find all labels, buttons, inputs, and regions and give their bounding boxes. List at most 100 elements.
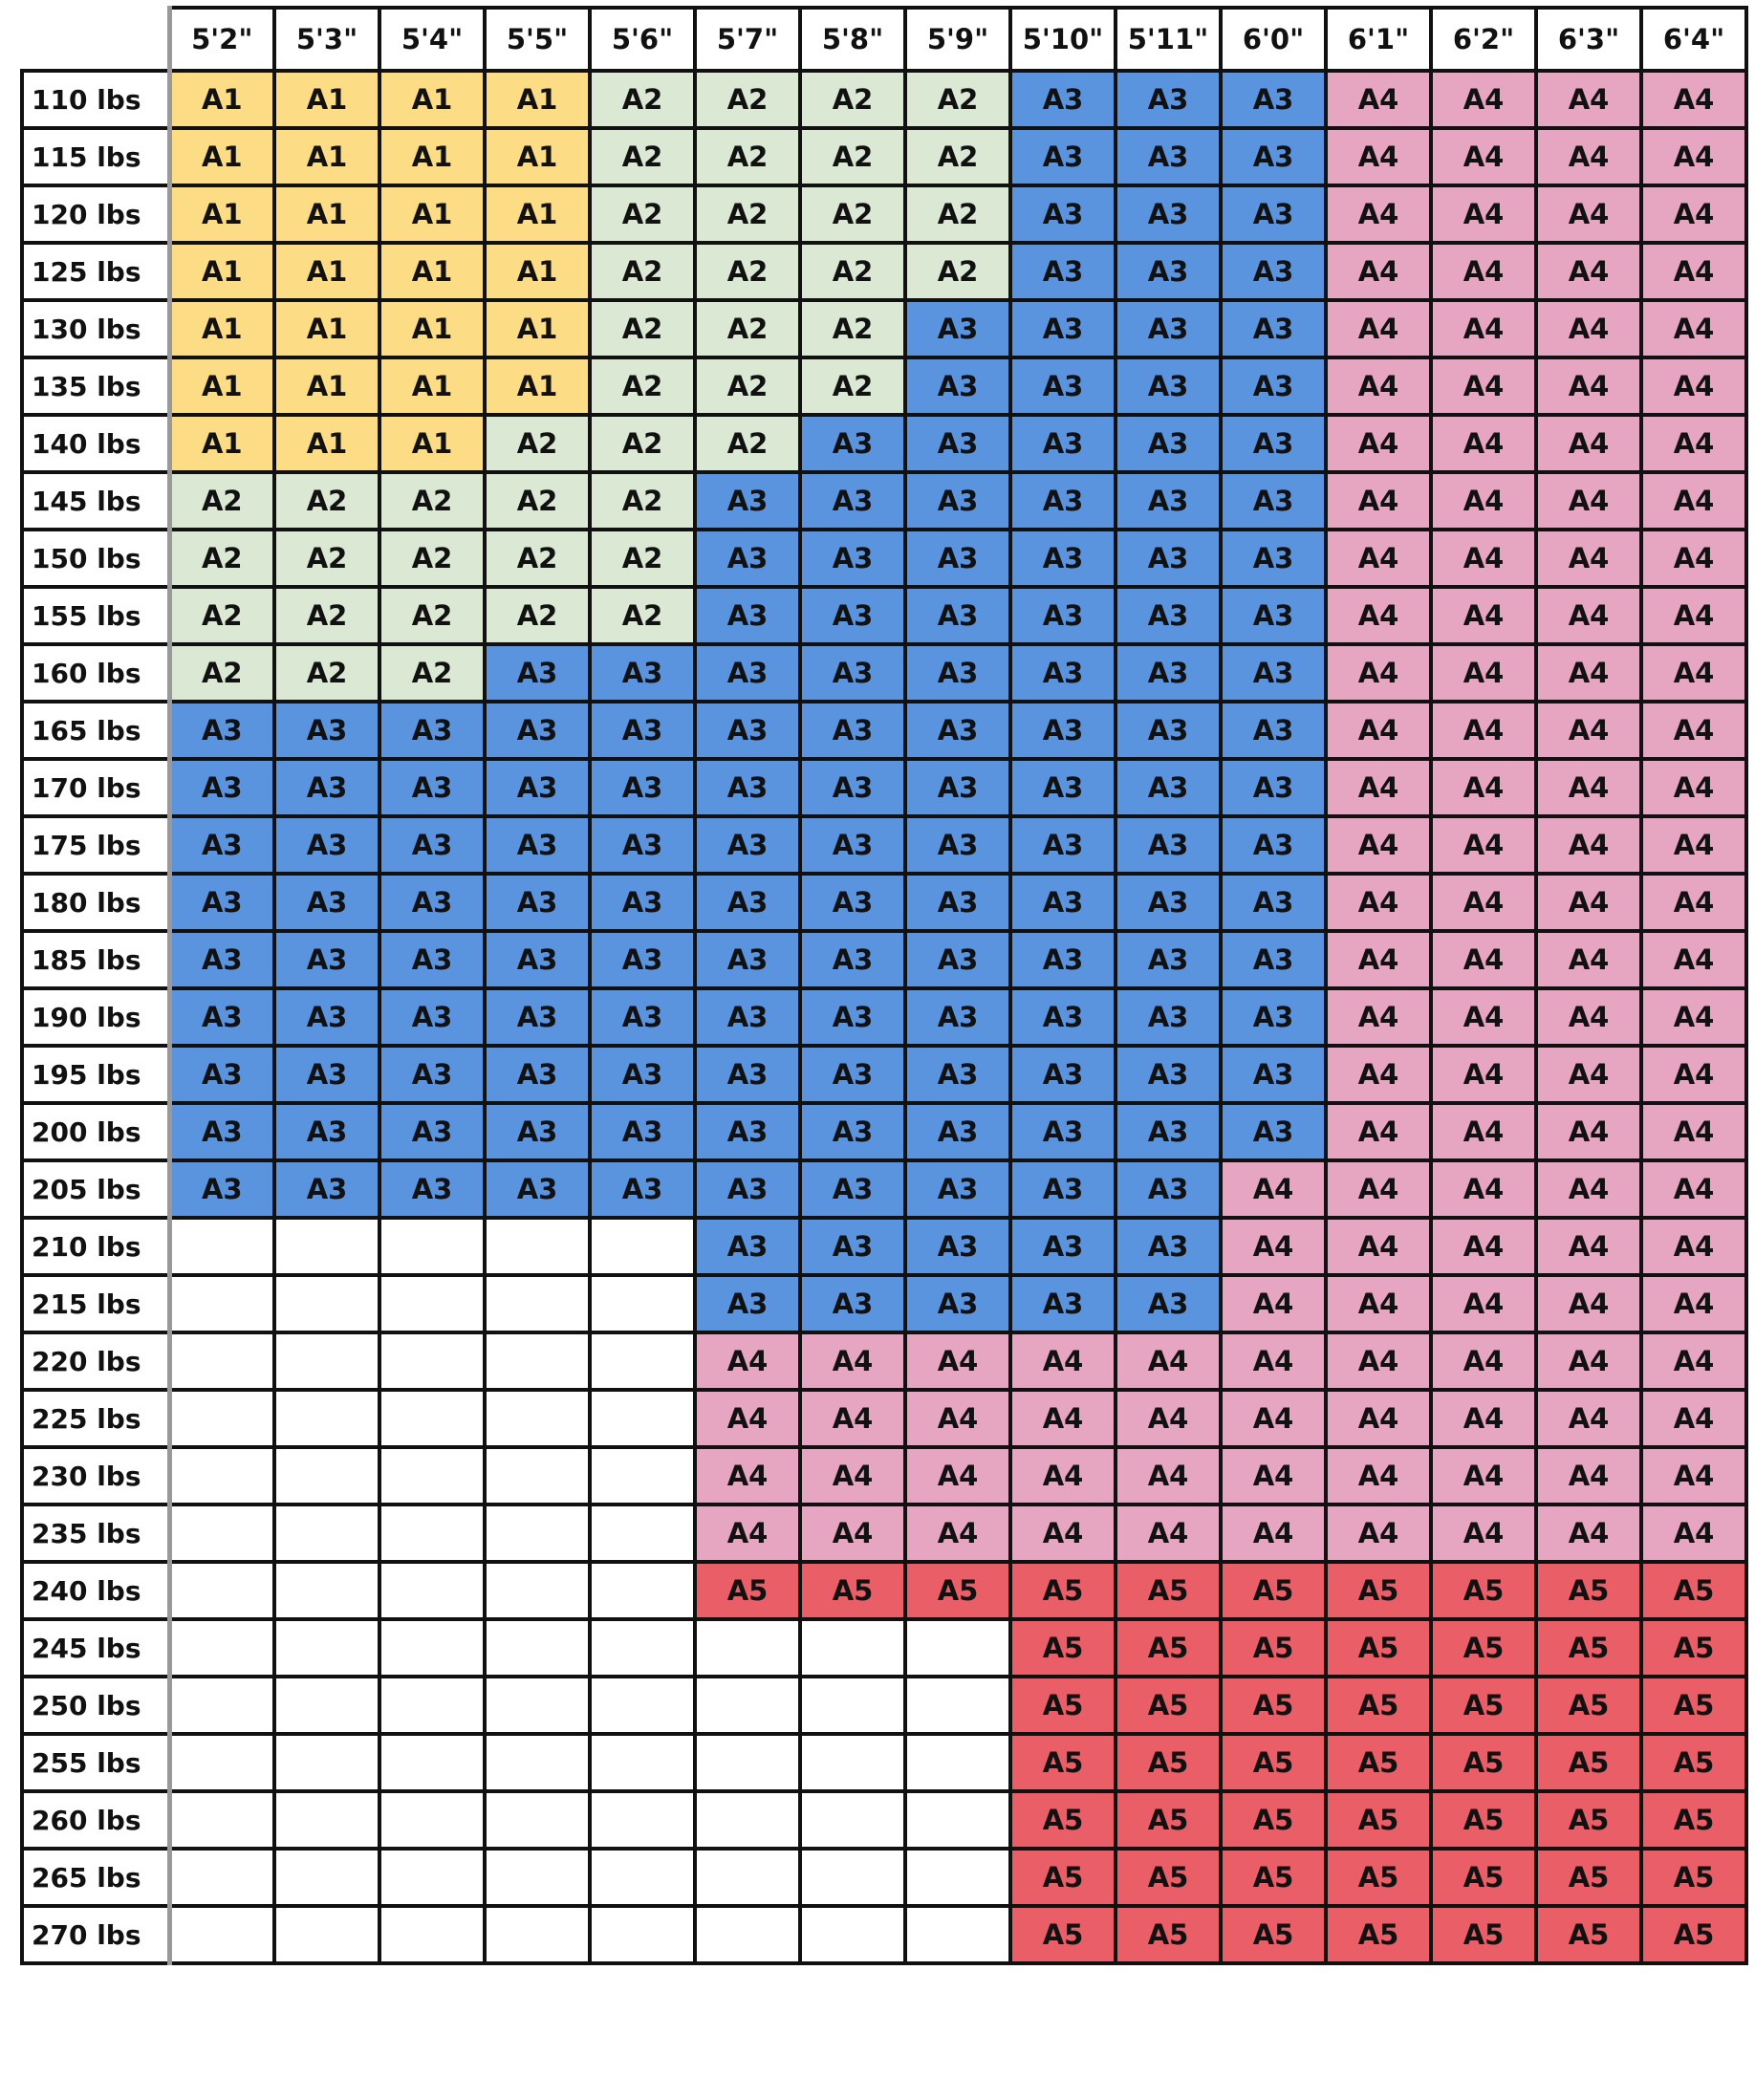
size-cell: A5	[1639, 1904, 1748, 1965]
size-cell: A4	[1324, 356, 1433, 417]
weight-label: 220 lbs	[20, 1331, 172, 1392]
empty-cell	[167, 1445, 276, 1506]
weight-label: 165 lbs	[20, 700, 172, 761]
size-cell: A3	[693, 929, 802, 990]
size-cell: A4	[1324, 1503, 1433, 1564]
table-row: 110 lbs A1 A1 A1 A1 A2 A2 A2 A2 A3 A3 A3 A4 A4 A4 A4	[20, 69, 1748, 130]
size-cell: A3	[1008, 126, 1117, 187]
empty-cell	[167, 1273, 276, 1334]
empty-cell	[483, 1445, 592, 1506]
size-cell: A2	[798, 356, 907, 417]
size-cell: A4	[1429, 1101, 1538, 1162]
size-cell: A3	[167, 872, 276, 933]
size-cell: A3	[167, 986, 276, 1048]
empty-cell	[167, 1216, 276, 1277]
size-cell: A5	[1429, 1675, 1538, 1736]
table-row: 150 lbs A2 A2 A2 A2 A2 A3 A3 A3 A3 A3 A3 A4 A4 A4 A4	[20, 528, 1748, 589]
empty-cell	[483, 1847, 592, 1908]
corner-cell	[20, 6, 172, 73]
empty-cell	[483, 1904, 592, 1965]
size-cell: A2	[693, 298, 802, 359]
size-cell: A3	[1114, 1101, 1223, 1162]
size-cell: A3	[1114, 872, 1223, 933]
size-cell: A5	[1324, 1617, 1433, 1678]
size-cell: A4	[1114, 1503, 1223, 1564]
height-header: 6'4"	[1639, 6, 1748, 73]
table-row: 195 lbs A3 A3 A3 A3 A3 A3 A3 A3 A3 A3 A3 A4 A4 A4 A4	[20, 1044, 1748, 1105]
size-cell: A3	[483, 1044, 592, 1105]
empty-cell	[378, 1388, 487, 1449]
size-cell: A4	[1534, 528, 1643, 589]
size-cell: A2	[798, 69, 907, 130]
empty-cell	[272, 1789, 381, 1851]
size-cell: A2	[378, 642, 487, 704]
size-cell: A2	[903, 184, 1012, 245]
size-cell: A3	[1008, 298, 1117, 359]
empty-cell	[378, 1273, 487, 1334]
size-cell: A5	[1324, 1847, 1433, 1908]
size-cell: A5	[1114, 1789, 1223, 1851]
size-cell: A5	[1534, 1675, 1643, 1736]
size-cell: A2	[798, 184, 907, 245]
size-cell: A4	[1429, 413, 1538, 474]
weight-label: 150 lbs	[20, 528, 172, 589]
size-cell: A3	[1114, 814, 1223, 876]
table-row: 255 lbs A5 A5 A5 A5 A5 A5 A5	[20, 1732, 1748, 1793]
size-cell: A4	[798, 1503, 907, 1564]
weight-label: 245 lbs	[20, 1617, 172, 1678]
size-cell: A3	[272, 872, 381, 933]
size-cell: A1	[378, 184, 487, 245]
size-cell: A3	[798, 1044, 907, 1105]
weight-label: 265 lbs	[20, 1847, 172, 1908]
size-cell: A3	[1008, 184, 1117, 245]
size-cell: A4	[1324, 1331, 1433, 1392]
height-header: 5'10"	[1008, 6, 1117, 73]
size-cell: A1	[378, 298, 487, 359]
size-cell: A4	[1324, 585, 1433, 646]
weight-label: 170 lbs	[20, 757, 172, 818]
table-row: 260 lbs A5 A5 A5 A5 A5 A5 A5	[20, 1789, 1748, 1851]
size-cell: A3	[378, 757, 487, 818]
size-cell: A4	[1534, 241, 1643, 302]
size-cell: A5	[1219, 1560, 1328, 1621]
empty-cell	[378, 1847, 487, 1908]
empty-cell	[167, 1331, 276, 1392]
size-cell: A4	[798, 1388, 907, 1449]
table-row: 145 lbs A2 A2 A2 A2 A2 A3 A3 A3 A3 A3 A3 A4 A4 A4 A4	[20, 470, 1748, 531]
size-cell: A5	[1324, 1904, 1433, 1965]
size-cell: A4	[1534, 1388, 1643, 1449]
size-cell: A3	[1219, 470, 1328, 531]
size-cell: A3	[588, 929, 697, 990]
size-cell: A3	[1114, 986, 1223, 1048]
size-cell: A2	[167, 528, 276, 589]
size-cell: A3	[693, 757, 802, 818]
size-cell: A4	[693, 1445, 802, 1506]
weight-label: 130 lbs	[20, 298, 172, 359]
empty-cell	[272, 1904, 381, 1965]
size-cell: A3	[903, 470, 1012, 531]
size-cell: A3	[903, 1273, 1012, 1334]
size-cell: A2	[798, 126, 907, 187]
size-cell: A4	[1429, 1503, 1538, 1564]
weight-label: 180 lbs	[20, 872, 172, 933]
weight-label: 210 lbs	[20, 1216, 172, 1277]
empty-cell	[378, 1675, 487, 1736]
size-cell: A3	[378, 1158, 487, 1220]
height-header: 5'6"	[588, 6, 697, 73]
empty-cell	[483, 1273, 592, 1334]
size-cell: A4	[1639, 1331, 1748, 1392]
size-cell: A4	[1639, 1445, 1748, 1506]
empty-cell	[272, 1503, 381, 1564]
size-cell: A4	[1429, 700, 1538, 761]
size-cell: A4	[1639, 1158, 1748, 1220]
table-row: 270 lbs A5 A5 A5 A5 A5 A5 A5	[20, 1904, 1748, 1965]
size-cell: A3	[1219, 585, 1328, 646]
table-row: 235 lbs A4 A4 A4 A4 A4 A4 A4 A4 A4 A4	[20, 1503, 1748, 1564]
empty-cell	[272, 1847, 381, 1908]
size-cell: A3	[1008, 69, 1117, 130]
size-cell: A3	[693, 1216, 802, 1277]
size-cell: A1	[378, 241, 487, 302]
empty-cell	[378, 1904, 487, 1965]
size-cell: A5	[1639, 1789, 1748, 1851]
size-cell: A4	[1639, 413, 1748, 474]
